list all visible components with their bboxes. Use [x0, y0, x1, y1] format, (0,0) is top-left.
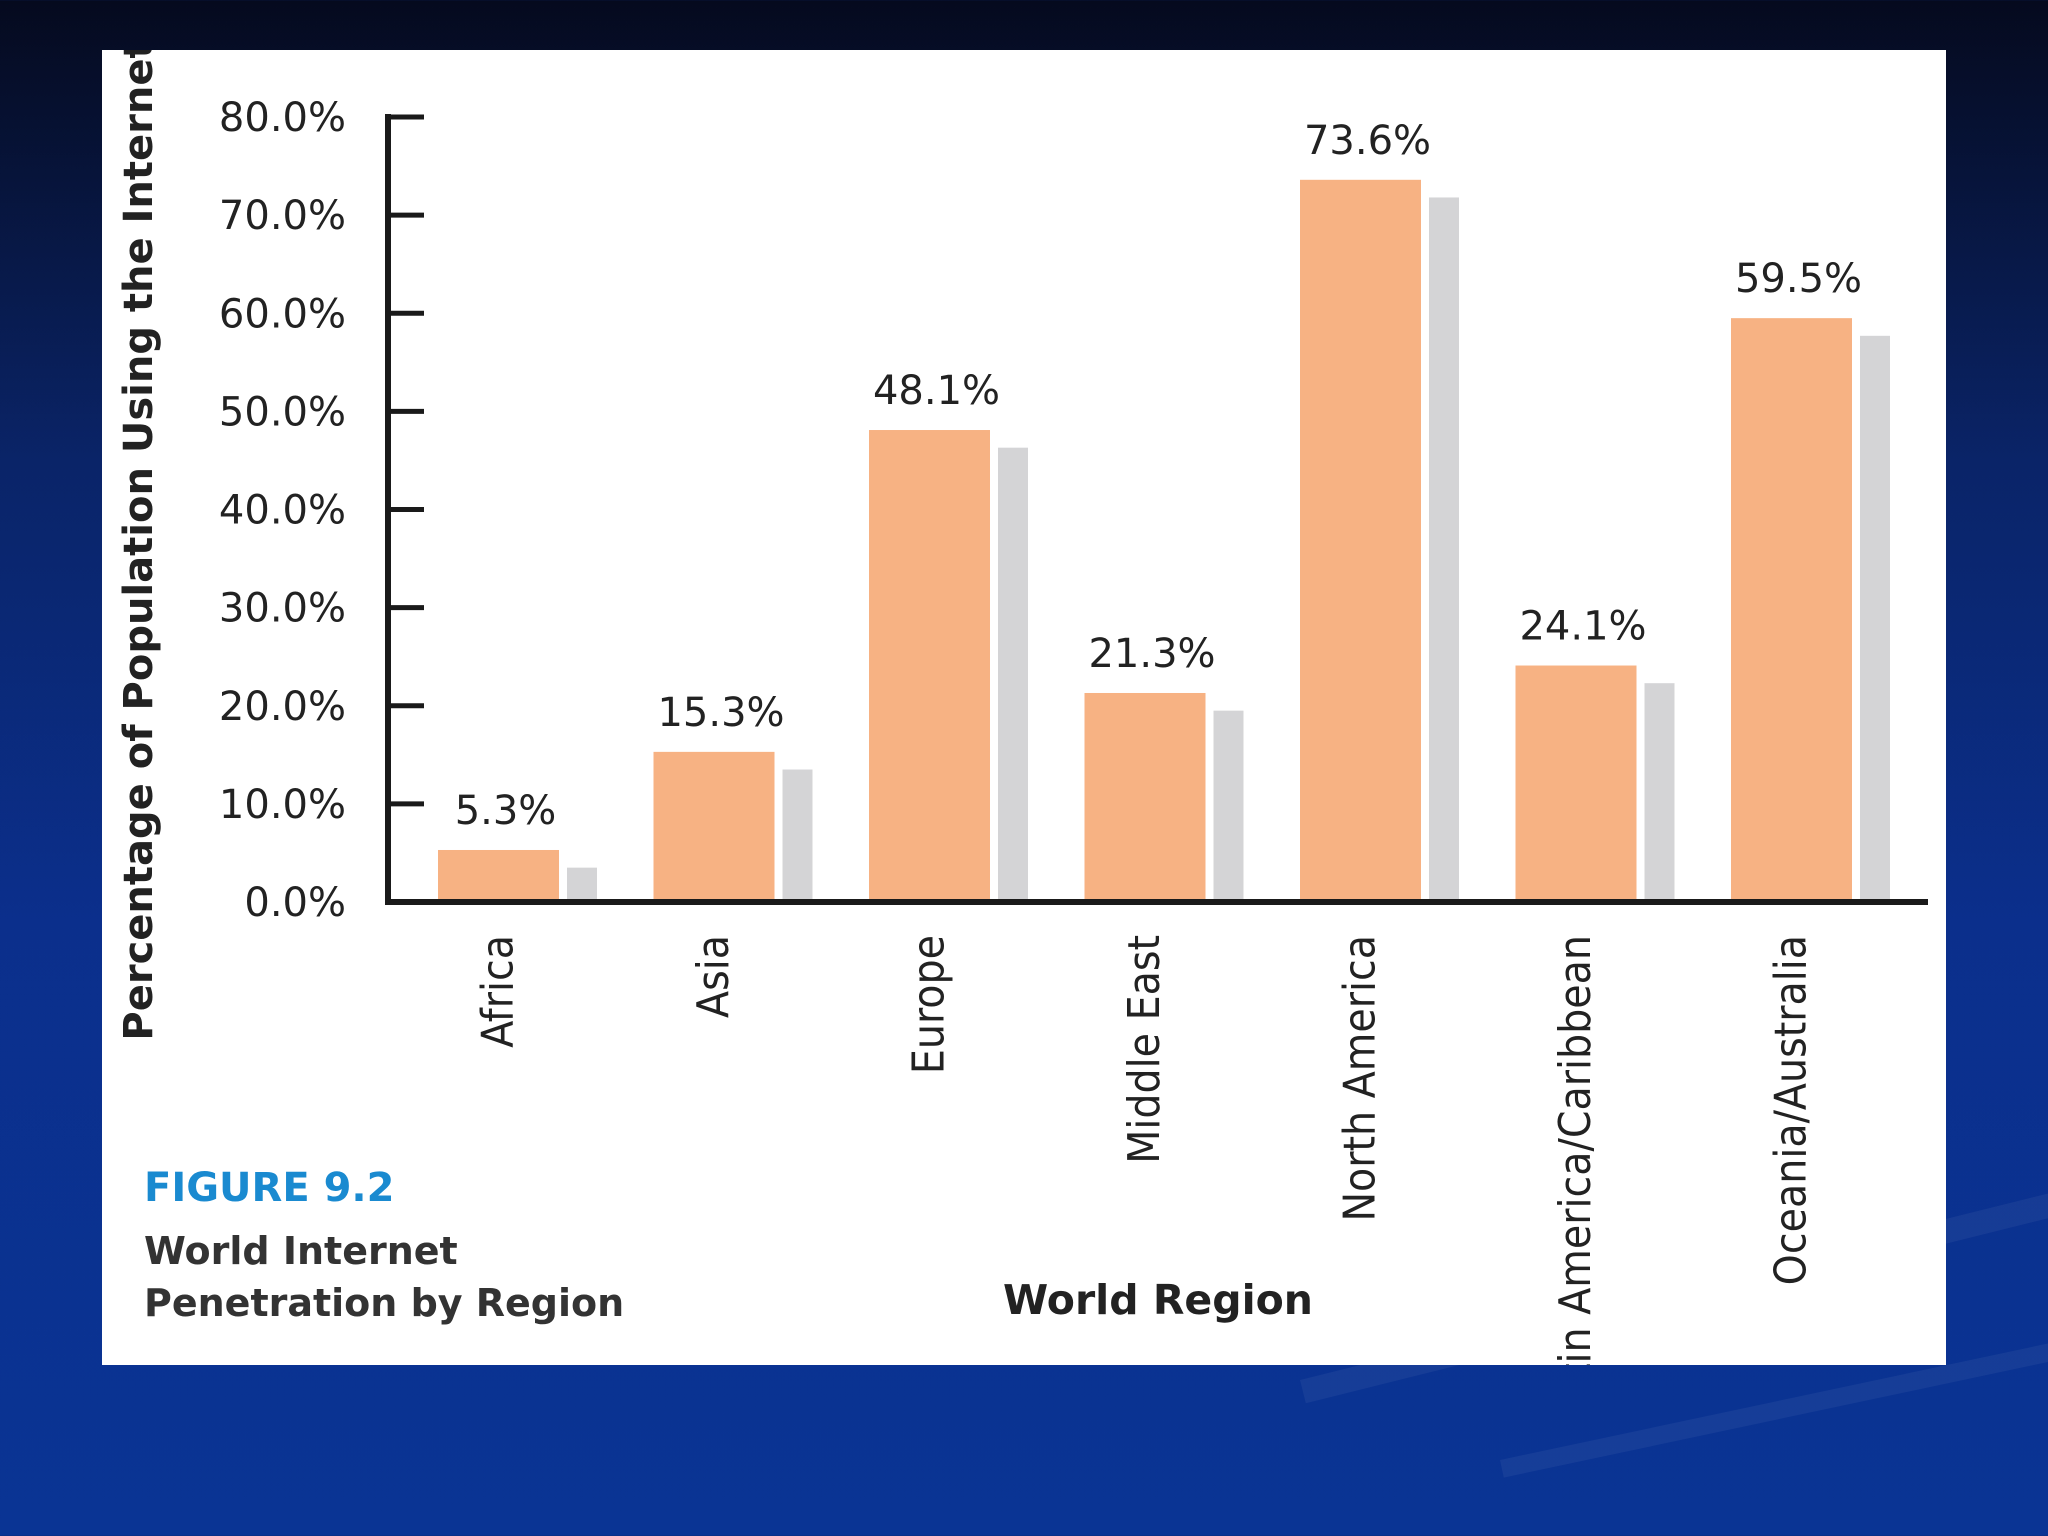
bar: [1515, 665, 1637, 902]
figure-card: 0.0% 10.0% 20.0% 30.0% 40.0% 50.0% 60.0% 70.0% 8…: [102, 50, 1946, 1365]
category-label: Europe: [904, 935, 955, 1074]
shadow-bar: [1860, 335, 1890, 903]
figure-number: FIGURE 9.2: [144, 1165, 394, 1211]
data-label: 59.5%: [1735, 256, 1862, 302]
data-label: 21.3%: [1088, 631, 1215, 677]
shadow-bar: [1644, 683, 1675, 902]
bar: [869, 430, 990, 902]
y-tick-label: 70.0%: [219, 193, 346, 239]
y-tick-label: 0.0%: [244, 880, 346, 926]
shadow-bar: [1213, 710, 1244, 902]
y-tick-label: 20.0%: [219, 684, 346, 730]
category-label: Oceania/Australia: [1766, 935, 1817, 1285]
y-tick-label: 60.0%: [219, 291, 346, 337]
category-label: Asia: [688, 935, 739, 1018]
data-label: 5.3%: [455, 788, 557, 834]
data-label: 73.6%: [1304, 118, 1431, 164]
data-label: 15.3%: [657, 690, 784, 736]
bar: [1300, 179, 1421, 903]
x-axis-title: World Region: [1003, 1276, 1313, 1324]
y-axis-ticks: 0.0% 10.0% 20.0% 30.0% 40.0% 50.0% 60.0% 70.0% 8…: [219, 95, 424, 926]
figure-caption-line1: World Internet: [144, 1229, 458, 1273]
category-label: Africa: [473, 935, 524, 1048]
y-tick-label: 80.0%: [219, 95, 346, 141]
y-tick-label: 10.0%: [219, 782, 346, 828]
y-tick-label: 30.0%: [219, 586, 346, 632]
data-label: 24.1%: [1519, 604, 1646, 650]
shadow-bar: [567, 867, 597, 902]
axes: [385, 114, 1928, 905]
bar: [653, 751, 775, 902]
category-label: Latin America/Caribbean: [1550, 935, 1601, 1365]
shadow-bar: [998, 447, 1028, 902]
y-axis-title: Percentage of Population Using the Inter…: [116, 50, 162, 1041]
bar: [1731, 318, 1852, 902]
y-tick-label: 40.0%: [219, 488, 346, 534]
bar-chart: 0.0% 10.0% 20.0% 30.0% 40.0% 50.0% 60.0% 70.0% 8…: [116, 50, 1928, 1365]
data-label: 48.1%: [873, 368, 1000, 414]
bar: [438, 849, 559, 902]
bar: [1084, 692, 1206, 902]
category-label: Middle East: [1119, 935, 1170, 1164]
figure-caption-line2: Penetration by Region: [144, 1281, 624, 1325]
category-label: North America: [1335, 935, 1386, 1222]
value-labels: 5.3% 15.3% 48.1% 21.3% 73.6% 24.1% 59.5%: [455, 118, 1862, 834]
y-tick-label: 50.0%: [219, 389, 346, 435]
shadow-bar: [782, 769, 813, 902]
category-labels: Africa Asia Europe Middle East North America…: [473, 935, 1817, 1365]
bars: [438, 179, 1890, 903]
shadow-bar: [1429, 197, 1459, 902]
